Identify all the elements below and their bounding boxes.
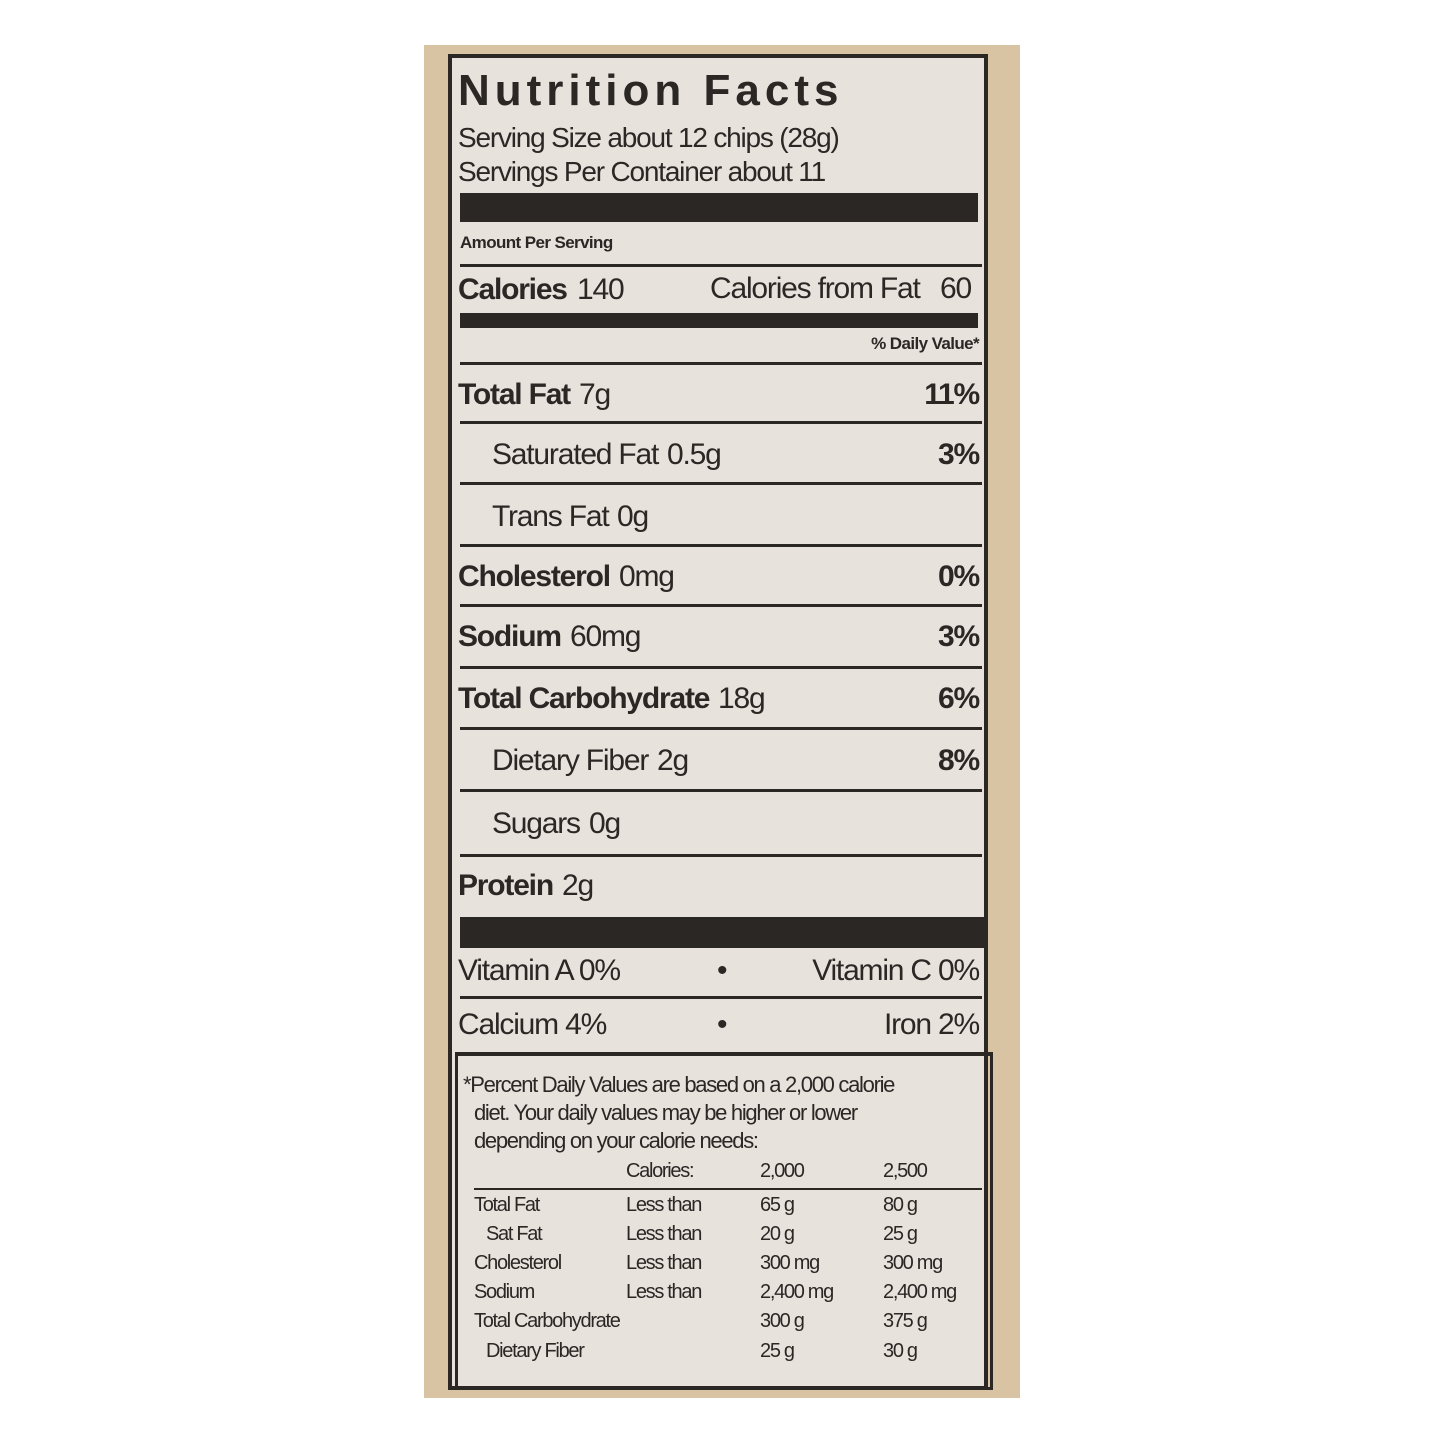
divider-thick [460, 193, 978, 222]
footnote-line: depending on your calorie needs: [474, 1128, 759, 1153]
calories-from-fat-value: 60 [940, 272, 972, 305]
table-cell: 30 g [883, 1340, 918, 1362]
nutrient-label: Saturated Fat [492, 438, 659, 471]
nutrient-daily-value: 3% [938, 438, 980, 471]
iron: Iron 2% [884, 1008, 980, 1041]
table-cell: Dietary Fiber [486, 1340, 585, 1362]
table-cell: 300 g [760, 1310, 805, 1332]
nutrient-label: Trans Fat [492, 500, 610, 533]
table-cell: Less than [626, 1194, 702, 1216]
table-cell: 375 g [883, 1310, 928, 1332]
vitamin-a: Vitamin A 0% [458, 954, 621, 987]
vitamin-c: Vitamin C 0% [812, 954, 980, 987]
table-cell: Sat Fat [486, 1223, 543, 1245]
table-cell: Cholesterol [474, 1252, 562, 1274]
divider [460, 264, 982, 267]
divider-thick [460, 917, 984, 948]
nutrient-amount: 0g [589, 807, 621, 840]
table-cell: 65 g [760, 1194, 795, 1216]
bullet: • [717, 954, 728, 987]
nutrient-amount: 2g [562, 869, 594, 902]
nutrient-amount: 0g [617, 500, 649, 533]
table-cell: 2,400 mg [883, 1281, 957, 1303]
nutrient-daily-value: 6% [938, 682, 980, 715]
divider [460, 666, 982, 669]
nutrient-label: Total Carbohydrate [458, 682, 710, 715]
table-cell: 300 mg [760, 1252, 820, 1274]
table-cell: Less than [626, 1252, 702, 1274]
footnote-box [455, 1052, 993, 1390]
table-cell: Sodium [474, 1281, 535, 1303]
nutrient-amount: 2g [657, 744, 689, 777]
table-header-cell: 2,500 [883, 1160, 928, 1182]
nutrient-daily-value: 3% [938, 620, 980, 653]
nutrition-label [448, 54, 988, 1390]
nutrient-daily-value: 11% [924, 378, 980, 411]
calcium: Calcium 4% [458, 1008, 607, 1041]
table-cell: Total Carbohydrate [474, 1310, 621, 1332]
table-cell: 80 g [883, 1194, 918, 1216]
table-header-cell: 2,000 [760, 1160, 805, 1182]
table-cell: Less than [626, 1223, 702, 1245]
nutrient-amount: 18g [718, 682, 766, 715]
divider [460, 544, 982, 547]
table-header-cell: Calories: [626, 1160, 695, 1182]
divider [460, 854, 982, 857]
divider [460, 789, 982, 792]
divider [460, 604, 982, 607]
table-divider [474, 1188, 982, 1190]
servings-per-container: Servings Per Container about 11 [458, 156, 826, 187]
bullet: • [717, 1008, 728, 1041]
table-cell: 20 g [760, 1223, 795, 1245]
label-title: Nutrition Facts [458, 66, 844, 115]
nutrient-daily-value: 8% [938, 744, 980, 777]
nutrient-label: Sodium [458, 620, 562, 653]
nutrient-label: Cholesterol [458, 560, 611, 593]
divider-medium [460, 313, 978, 328]
nutrient-amount: 7g [579, 378, 611, 411]
divider [460, 421, 982, 424]
serving-size: Serving Size about 12 chips (28g) [458, 122, 840, 153]
table-cell: Less than [626, 1281, 702, 1303]
nutrient-label: Protein [458, 869, 554, 902]
calories-from-fat-label: Calories from Fat [710, 272, 921, 305]
nutrient-label: Sugars [492, 807, 581, 840]
table-cell: Total Fat [474, 1194, 540, 1216]
nutrient-amount: 60mg [570, 620, 641, 653]
divider [460, 482, 982, 485]
nutrient-label: Total Fat [458, 378, 571, 411]
daily-value-header: % Daily Value* [871, 334, 979, 353]
calories-label: Calories [458, 273, 568, 306]
table-cell: 25 g [883, 1223, 918, 1245]
nutrient-amount: 0mg [619, 560, 675, 593]
nutrient-amount: 0.5g [667, 438, 722, 471]
nutrient-daily-value: 0% [938, 560, 980, 593]
amount-per-serving: Amount Per Serving [460, 233, 613, 252]
divider [460, 727, 982, 730]
table-cell: 2,400 mg [760, 1281, 834, 1303]
divider [460, 362, 982, 365]
table-cell: 25 g [760, 1340, 795, 1362]
table-cell: 300 mg [883, 1252, 943, 1274]
nutrient-label: Dietary Fiber [492, 744, 649, 777]
footnote-line: diet. Your daily values may be higher or… [474, 1100, 858, 1125]
divider [460, 996, 982, 999]
calories-value: 140 [577, 273, 625, 306]
footnote-line: *Percent Daily Values are based on a 2,0… [463, 1072, 895, 1097]
